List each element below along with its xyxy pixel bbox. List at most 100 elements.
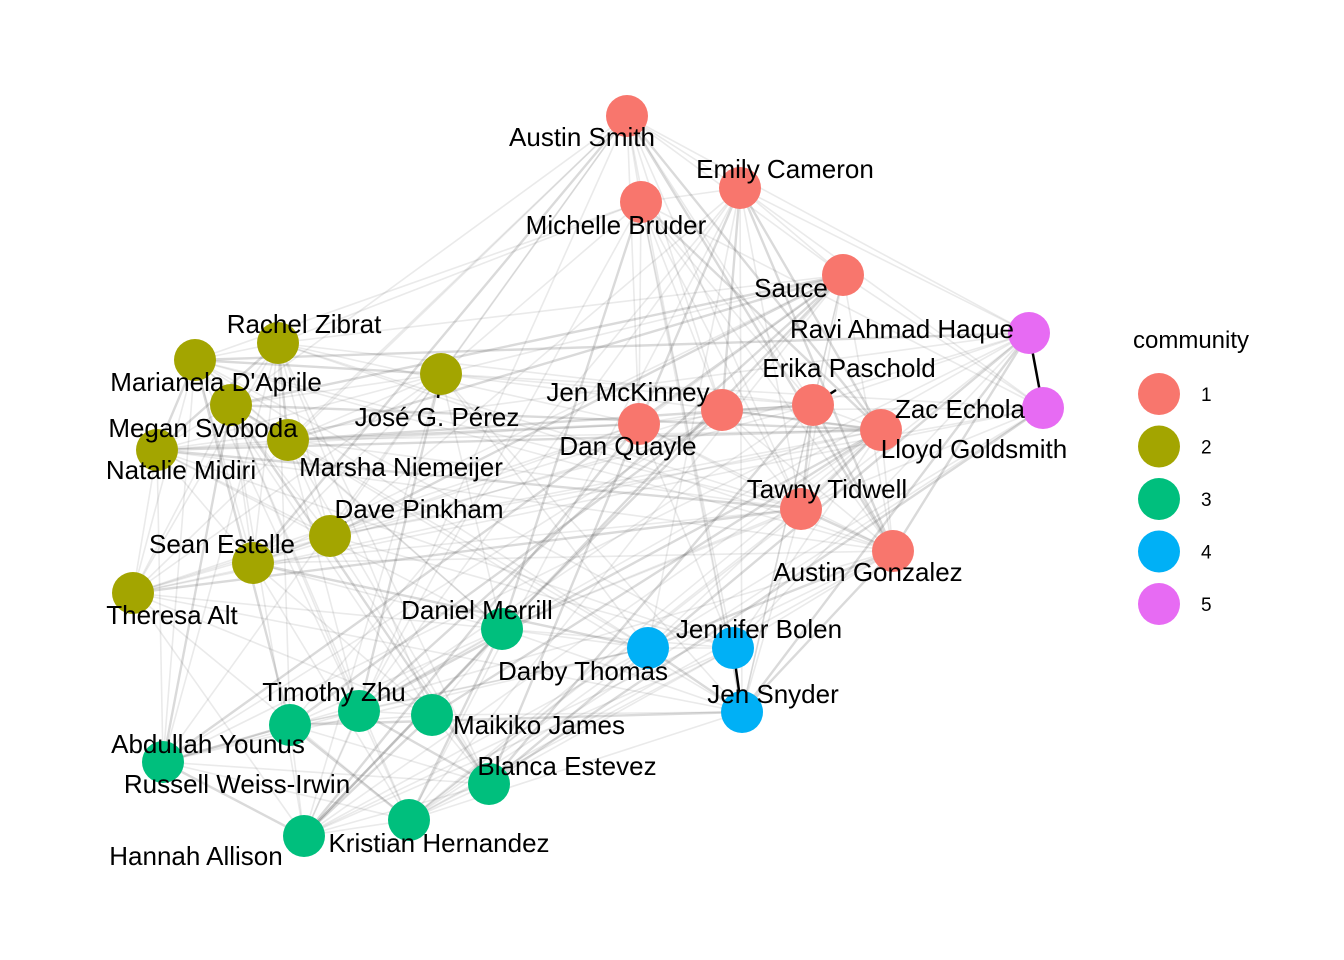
graph-edge [358, 201, 642, 712]
graph-edge [194, 358, 442, 376]
graph-edge [287, 373, 442, 441]
graph-edge [194, 331, 1030, 362]
graph-edge [640, 201, 743, 713]
graph-edge [252, 373, 442, 564]
node-label-sean-estelle: Sean Estelle [149, 529, 295, 559]
graph-edge [156, 449, 331, 537]
graph-edge [289, 409, 723, 726]
graph-edge [440, 274, 844, 375]
node-sauce [822, 254, 864, 296]
edge-layer [132, 115, 1045, 838]
graph-edge [626, 115, 723, 411]
graph-edge [739, 187, 1030, 334]
node-russell-weiss-irwin [142, 741, 184, 783]
node-label-jen-snyder: Jen Snyder [707, 679, 839, 709]
node-label-zac-echola: Zac Echola [895, 394, 1026, 424]
graph-edge [252, 562, 410, 821]
graph-edge [721, 409, 802, 510]
graph-edge [132, 423, 640, 594]
graph-edge [626, 115, 741, 189]
node-label-abdullah-younus: Abdullah Younus [111, 729, 305, 759]
graph-edge [329, 535, 490, 785]
graph-edge [289, 724, 410, 821]
node-label-timothy-zhu: Timothy Zhu [262, 677, 406, 707]
graph-edge [132, 535, 331, 594]
graph-edge [230, 115, 628, 406]
graph-edge [647, 429, 882, 649]
node-label-jennifer-bolen: Jennifer Bolen [676, 614, 842, 644]
graph-edge [252, 274, 844, 564]
node-label-jen-mckinney: Jen McKinney [546, 377, 709, 407]
node-jennifer-bolen [712, 627, 754, 669]
graph-edge [230, 373, 442, 406]
legend-key-1 [1138, 373, 1180, 415]
graph-edge [640, 201, 723, 411]
graph-edge [252, 562, 503, 630]
graph-edge [252, 332, 1030, 564]
graph-edge [162, 723, 291, 764]
graph-edge [720, 187, 742, 411]
graph-edge [156, 439, 289, 451]
graph-edge [162, 760, 305, 838]
graph-edge [303, 423, 640, 837]
node-dan-quayle [618, 403, 660, 445]
node-label-kristian-hernandez: Kristian Hernandez [328, 828, 549, 858]
graph-edge [194, 359, 894, 552]
graph-edge [501, 628, 734, 649]
node-label-sauce: Sauce [754, 273, 828, 303]
graph-edge [891, 332, 1031, 552]
graph-edge [625, 115, 895, 552]
graph-edge [440, 115, 628, 375]
graph-edge [132, 592, 503, 630]
legend-items: 1 2 3 4 5 [1138, 373, 1212, 625]
graph-edge [287, 422, 640, 442]
node-label-maikiko-james: Maikiko James [453, 710, 625, 740]
graph-edge [289, 187, 741, 726]
graph-edge [640, 201, 802, 510]
graph-edge [162, 332, 1030, 763]
graph-edge [156, 449, 254, 564]
legend-label-1: 1 [1201, 385, 1212, 406]
graph-edge [287, 439, 490, 785]
graph-edge [741, 508, 802, 713]
graph-edge [357, 373, 443, 712]
node-label-daniel-merrill: Daniel Merrill [401, 595, 553, 625]
graph-edge [230, 404, 305, 837]
graph-edge [440, 201, 642, 375]
node-label-dave-pinkham: Dave Pinkham [334, 494, 503, 524]
graph-edge [162, 409, 723, 763]
node-erika-paschold [792, 384, 834, 426]
graph-edge [739, 187, 802, 510]
graph-edge [303, 714, 433, 837]
graph-edge [647, 187, 741, 649]
node-marianela-daprile [174, 339, 216, 381]
graph-edge [287, 439, 743, 713]
graph-edge [289, 628, 503, 726]
node-label-ravi-ahmad-haque: Ravi Ahmad Haque [790, 314, 1014, 344]
graph-edge [812, 332, 1030, 406]
node-timothy-zhu [338, 690, 380, 732]
node-megan-svoboda [210, 384, 252, 426]
graph-edge [738, 187, 895, 552]
graph-edge [739, 187, 743, 713]
graph-edge [230, 404, 254, 564]
graph-edge [162, 761, 490, 785]
graph-edge [638, 274, 844, 425]
node-emily-cameron [719, 167, 761, 209]
graph-edge [501, 628, 743, 713]
node-hannah-allison [283, 815, 325, 857]
legend-label-3: 3 [1201, 490, 1212, 511]
graph-edge [487, 423, 641, 785]
graph-edge [329, 373, 442, 537]
graph-edge [408, 274, 844, 821]
graph-edge [640, 201, 894, 552]
node-label-rachel-zibrat: Rachel Zibrat [227, 309, 382, 339]
graph-edge [162, 274, 844, 763]
graph-edge [440, 373, 743, 713]
graph-edge [626, 115, 802, 510]
legend-label-2: 2 [1201, 438, 1212, 459]
node-label-erika-paschold: Erika Paschold [762, 353, 935, 383]
graph-edge [252, 562, 433, 716]
graph-edge [289, 724, 490, 785]
node-dave-pinkham [309, 515, 351, 557]
